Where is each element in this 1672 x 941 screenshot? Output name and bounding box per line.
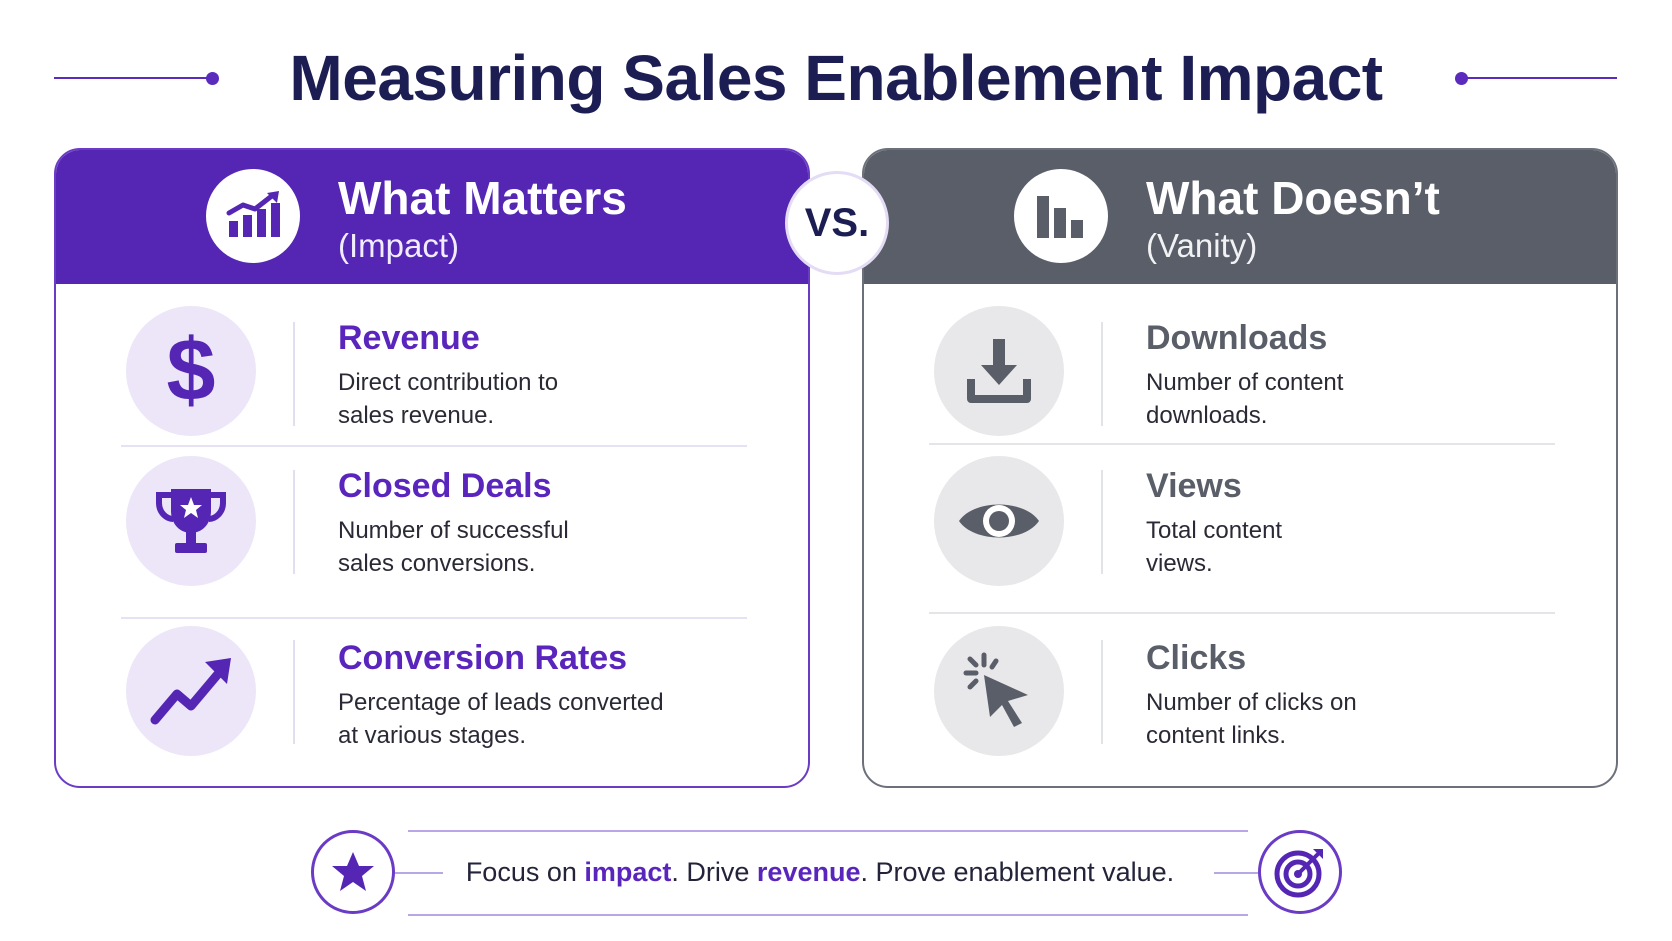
list-item-closed-deals: Closed Deals Number of successful sales … xyxy=(56,446,808,596)
tagline-highlight-revenue: revenue xyxy=(756,857,861,887)
target-icon xyxy=(1258,830,1342,914)
title-row: Measuring Sales Enablement Impact xyxy=(0,30,1672,120)
item-description-line: downloads. xyxy=(1146,402,1268,429)
title-dot-left xyxy=(206,72,219,85)
tagline-text: . Prove enablement value. xyxy=(860,857,1175,887)
star-icon xyxy=(311,830,395,914)
cursor-click-icon xyxy=(934,626,1064,756)
footer-tagline: Focus on impact. Drive revenue. Prove en… xyxy=(420,852,1220,892)
list-item-conversion-rates: Conversion Rates Percentage of leads con… xyxy=(56,618,808,768)
item-divider xyxy=(293,322,295,426)
item-description-line: Number of clicks on xyxy=(1146,689,1357,716)
eye-icon xyxy=(934,456,1064,586)
item-divider xyxy=(1101,470,1103,574)
item-description: Number of content downloads. xyxy=(1146,366,1566,432)
item-description: Total content views. xyxy=(1146,514,1566,580)
download-icon xyxy=(934,306,1064,436)
list-item-revenue: $ Revenue Direct contribution to sales r… xyxy=(56,284,808,436)
footer-line-top xyxy=(408,830,1248,832)
item-description-line: Total content xyxy=(1146,517,1283,544)
item-divider xyxy=(293,640,295,744)
title-divider-right xyxy=(1462,77,1617,79)
row-separator xyxy=(121,445,747,447)
what-matters-panel: What Matters (Impact) $ Revenue Direct c… xyxy=(54,148,810,788)
trend-up-icon xyxy=(126,626,256,756)
row-separator xyxy=(121,617,747,619)
tagline-text: . Drive xyxy=(671,857,757,887)
what-doesnt-header: What Doesn’t (Vanity) xyxy=(864,150,1616,284)
growth-chart-icon xyxy=(206,169,300,263)
bar-chart-icon xyxy=(1014,169,1108,263)
what-matters-title: What Matters xyxy=(338,172,627,224)
item-description: Direct contribution to sales revenue. xyxy=(338,366,758,432)
list-item-clicks: Clicks Number of clicks on content links… xyxy=(864,618,1616,768)
item-title: Downloads xyxy=(1146,319,1328,357)
what-doesnt-subtitle: (Vanity) xyxy=(1146,227,1258,264)
item-description-line: Percentage of leads converted xyxy=(338,689,664,716)
item-title: Conversion Rates xyxy=(338,639,628,677)
what-doesnt-panel: What Doesn’t (Vanity) Downloads Number o… xyxy=(862,148,1618,788)
item-title: Clicks xyxy=(1146,639,1247,677)
footer-connector-right xyxy=(1214,872,1258,874)
item-description: Number of clicks on content links. xyxy=(1146,686,1566,752)
page-title: Measuring Sales Enablement Impact xyxy=(289,42,1383,114)
item-divider xyxy=(1101,322,1103,426)
list-item-views: Views Total content views. xyxy=(864,446,1616,596)
item-title: Closed Deals xyxy=(338,467,552,505)
footer-connector-left xyxy=(395,872,443,874)
footer-line-bottom xyxy=(408,914,1248,916)
item-description-line: Number of successful xyxy=(338,517,569,544)
item-description: Number of successful sales conversions. xyxy=(338,514,758,580)
tagline-highlight-impact: impact xyxy=(584,857,672,887)
item-divider xyxy=(293,470,295,574)
vs-badge: VS. xyxy=(785,171,889,275)
item-title: Revenue xyxy=(338,319,480,357)
item-description-line: sales revenue. xyxy=(338,402,495,429)
row-separator xyxy=(929,612,1555,614)
item-description-line: Direct contribution to xyxy=(338,369,559,396)
item-description-line: content links. xyxy=(1146,722,1287,749)
row-separator xyxy=(929,443,1555,445)
what-matters-header: What Matters (Impact) xyxy=(56,150,808,284)
item-title: Views xyxy=(1146,467,1242,505)
item-description-line: Number of content xyxy=(1146,369,1344,396)
svg-text:$: $ xyxy=(167,330,216,412)
what-matters-subtitle: (Impact) xyxy=(338,227,460,264)
item-description-line: sales conversions. xyxy=(338,550,536,577)
tagline-text: Focus on xyxy=(465,857,585,887)
item-divider xyxy=(1101,640,1103,744)
trophy-icon xyxy=(126,456,256,586)
footer-banner: Focus on impact. Drive revenue. Prove en… xyxy=(0,820,1672,920)
dollar-icon: $ xyxy=(126,306,256,436)
list-item-downloads: Downloads Number of content downloads. xyxy=(864,284,1616,436)
title-divider-left xyxy=(54,77,209,79)
title-dot-right xyxy=(1455,72,1468,85)
what-doesnt-title: What Doesn’t xyxy=(1146,172,1440,224)
item-description-line: views. xyxy=(1146,550,1213,577)
item-description-line: at various stages. xyxy=(338,722,527,749)
item-description: Percentage of leads converted at various… xyxy=(338,686,758,752)
